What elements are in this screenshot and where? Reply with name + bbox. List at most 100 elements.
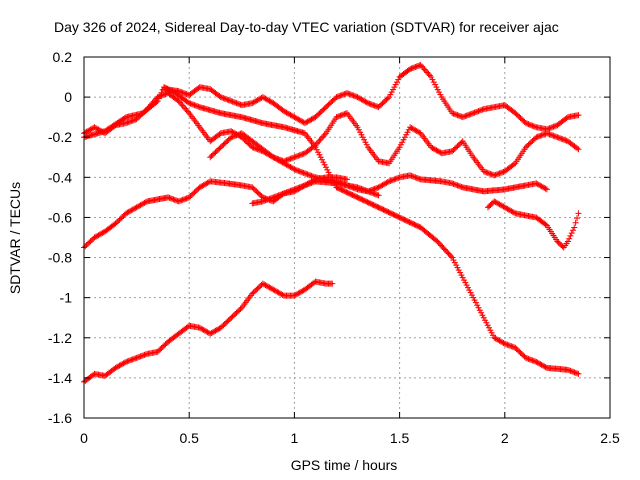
data-point [141, 351, 148, 358]
data-point [525, 355, 532, 362]
data-point [454, 264, 461, 271]
data-point [233, 132, 240, 139]
data-point [344, 90, 350, 97]
data-point [346, 91, 353, 98]
data-point [83, 242, 90, 249]
data-point [503, 341, 510, 348]
data-point [550, 123, 557, 130]
data-point [254, 285, 261, 292]
data-point [399, 139, 406, 146]
data-point [496, 170, 503, 177]
data-point [340, 91, 347, 98]
data-point [217, 94, 224, 101]
data-point [524, 120, 531, 127]
data-point [514, 347, 521, 354]
data-point [330, 96, 337, 103]
data-point [163, 90, 170, 97]
tick-labels: 0 0.5 1 1.5 2 2.5 0.2 0 -0.2 -0.4 -0.6 -0.8 -1 -1.2 -1… [48, 49, 620, 446]
data-point [491, 172, 498, 179]
data-point [518, 351, 525, 358]
data-point [179, 196, 186, 203]
data-point [250, 144, 257, 151]
data-point [436, 89, 443, 96]
data-point [471, 297, 478, 304]
data-point [482, 317, 489, 324]
data-point [480, 314, 487, 321]
data-point [566, 367, 573, 374]
data-point [470, 110, 477, 117]
data-point [311, 177, 318, 184]
data-point [526, 121, 533, 128]
data-point [451, 259, 458, 266]
data-point [459, 114, 466, 121]
data-point [380, 99, 387, 106]
data-point [224, 137, 231, 144]
data-point [130, 355, 137, 362]
data-point [572, 369, 579, 376]
data-point [425, 71, 432, 78]
data-point [575, 210, 582, 217]
data-point [142, 107, 149, 114]
data-point [291, 166, 298, 173]
data-point [367, 189, 374, 196]
data-point [371, 102, 378, 109]
data-point [192, 188, 199, 195]
data-point [353, 93, 360, 100]
data-point [467, 111, 474, 118]
data-point [500, 340, 507, 347]
y-tick-label: -1 [60, 290, 73, 306]
data-point [229, 133, 236, 140]
data-point [266, 195, 273, 202]
data-point [123, 358, 130, 365]
data-point [459, 274, 466, 281]
data-point [274, 192, 281, 199]
data-point [365, 188, 372, 195]
data-point [472, 299, 479, 306]
data-point [507, 342, 514, 349]
data-point [526, 356, 533, 363]
data-point [416, 129, 423, 136]
data-point [232, 132, 239, 139]
y-tick-label: -0.2 [48, 129, 72, 145]
data-point [457, 269, 464, 276]
data-point [237, 130, 244, 137]
data-point [455, 267, 462, 274]
data-point [449, 110, 456, 117]
data-point [159, 92, 166, 99]
data-point [216, 145, 223, 152]
data-point [451, 111, 458, 118]
data-point [142, 199, 149, 206]
data-point [562, 137, 569, 144]
data-point [127, 357, 134, 364]
data-point [195, 85, 202, 92]
data-point [186, 100, 193, 107]
data-point [453, 262, 460, 269]
data-point [467, 289, 474, 296]
data-point [338, 92, 345, 99]
data-point [304, 171, 311, 178]
data-point [338, 180, 345, 187]
data-point [228, 314, 235, 321]
data-point [520, 117, 527, 124]
data-point [209, 151, 216, 158]
data-point [461, 277, 468, 284]
data-point [226, 97, 233, 104]
data-point [221, 140, 228, 147]
series-track-2 [81, 172, 550, 251]
y-tick-label: -1.2 [48, 330, 72, 346]
data-point [486, 170, 493, 177]
data-point [455, 112, 462, 119]
data-point [251, 145, 258, 152]
data-point [321, 131, 328, 138]
x-tick-label: 2 [501, 430, 509, 446]
data-point [366, 188, 373, 195]
data-point [462, 279, 469, 286]
data-point [157, 346, 164, 353]
data-point [312, 114, 319, 121]
data-point [525, 121, 532, 128]
x-tick-label: 0.5 [179, 430, 199, 446]
data-point [391, 84, 398, 91]
data-point [322, 164, 329, 171]
data-point [124, 358, 131, 365]
data-point [458, 139, 465, 146]
